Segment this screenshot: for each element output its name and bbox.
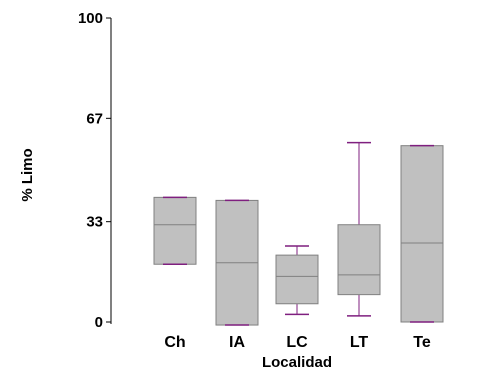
x-tick-label: Ch xyxy=(164,334,185,351)
box-body xyxy=(153,196,197,265)
x-ticks: Ch IA LC LT Te xyxy=(164,334,431,351)
box-lt xyxy=(337,141,381,317)
boxes xyxy=(153,141,444,326)
box-ch xyxy=(153,196,197,265)
x-axis-title: Localidad xyxy=(262,354,332,371)
box-ia xyxy=(215,199,259,326)
box-body xyxy=(400,145,444,323)
box-body xyxy=(337,224,381,296)
box-body xyxy=(275,254,319,305)
y-tick-label: 100 xyxy=(78,10,103,27)
y-axis-title: % Limo xyxy=(19,148,36,201)
x-tick-label: LT xyxy=(350,334,369,351)
x-tick-label: Te xyxy=(413,334,431,351)
box-te xyxy=(400,144,444,323)
y-tick-label: 33 xyxy=(86,214,103,231)
box-lc xyxy=(275,245,319,316)
x-tick-label: IA xyxy=(229,334,245,351)
y-tick-label: 67 xyxy=(86,110,103,127)
y-ticks: 0 33 67 100 xyxy=(78,10,111,331)
y-tick-label: 0 xyxy=(95,314,103,331)
x-tick-label: LC xyxy=(286,334,308,351)
